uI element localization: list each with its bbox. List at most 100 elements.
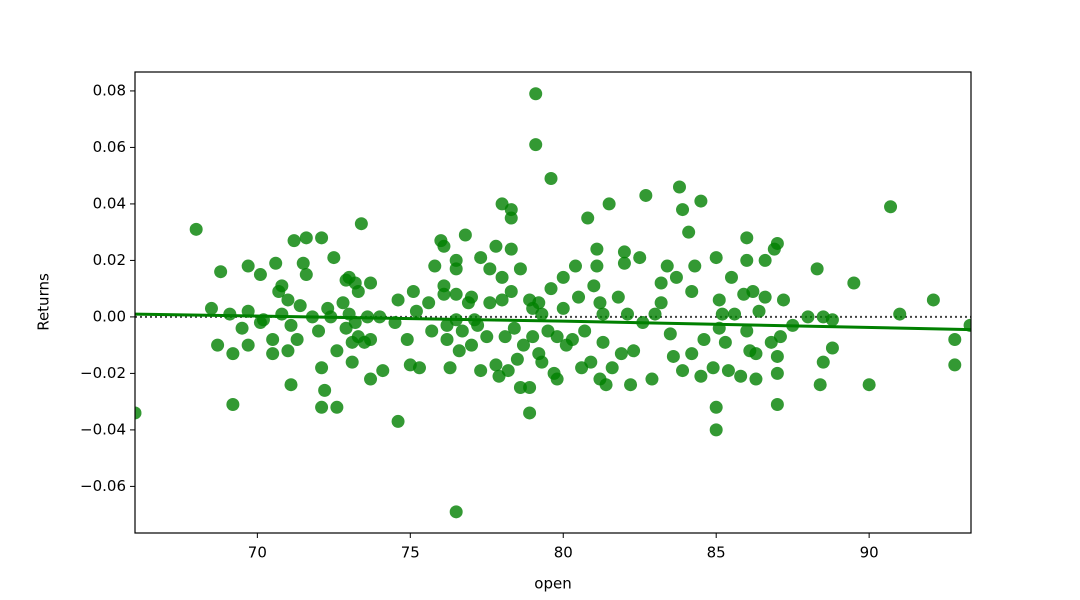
point [480, 330, 494, 344]
point [685, 347, 699, 361]
point [535, 307, 549, 321]
point [495, 293, 509, 307]
point [348, 316, 362, 330]
point [226, 347, 240, 361]
point [364, 372, 378, 386]
point [535, 355, 549, 369]
point [617, 256, 631, 270]
point [617, 245, 631, 259]
y-tick-label: 0.00 [93, 307, 126, 325]
point [391, 414, 405, 428]
point [688, 259, 702, 273]
point [507, 321, 521, 335]
y-tick-label: −0.06 [80, 477, 126, 495]
point [740, 253, 754, 267]
point [510, 352, 524, 366]
point [813, 378, 827, 392]
point [354, 217, 368, 231]
point [253, 268, 267, 282]
point [770, 349, 784, 363]
regression-line [135, 312, 971, 332]
y-tick-label: −0.02 [80, 364, 126, 382]
point [483, 262, 497, 276]
point [241, 259, 255, 273]
point [746, 284, 760, 298]
point [596, 335, 610, 349]
point [624, 378, 638, 392]
point [529, 138, 543, 152]
point [351, 284, 365, 298]
point [749, 347, 763, 361]
point [712, 293, 726, 307]
point [611, 290, 625, 304]
point [740, 231, 754, 245]
point [605, 361, 619, 375]
point [449, 505, 463, 519]
point [327, 251, 341, 265]
point [495, 270, 509, 284]
point [204, 301, 218, 315]
point [464, 290, 478, 304]
point [437, 287, 451, 301]
point [770, 236, 784, 250]
point [587, 279, 601, 293]
point [529, 87, 543, 101]
point [474, 251, 488, 265]
point [593, 296, 607, 310]
point [281, 344, 295, 358]
point [489, 358, 503, 372]
point [660, 259, 674, 273]
point [709, 400, 723, 414]
point [281, 293, 295, 307]
point [290, 333, 304, 347]
point [926, 293, 940, 307]
point [523, 406, 537, 420]
point [614, 347, 628, 361]
point [214, 265, 228, 279]
point [428, 259, 442, 273]
point [734, 369, 748, 383]
point [590, 242, 604, 256]
point [449, 287, 463, 301]
point [568, 259, 582, 273]
point [676, 203, 690, 217]
point [550, 372, 564, 386]
point [526, 330, 540, 344]
x-tick-label: 90 [860, 544, 879, 562]
y-axis-label: Returns [35, 273, 53, 331]
point [211, 338, 225, 352]
plot-area [135, 87, 971, 519]
point [694, 194, 708, 208]
point [315, 361, 329, 375]
point [584, 355, 598, 369]
point [596, 307, 610, 321]
point [532, 296, 546, 310]
point [645, 372, 659, 386]
point [572, 290, 586, 304]
point [749, 372, 763, 386]
point [287, 234, 301, 248]
point [452, 344, 466, 358]
point [266, 333, 280, 347]
point [709, 423, 723, 437]
point [523, 381, 537, 395]
point [376, 364, 390, 378]
point [437, 239, 451, 253]
point [862, 378, 876, 392]
point [275, 307, 289, 321]
x-tick-label: 85 [707, 544, 726, 562]
point [315, 400, 329, 414]
point [443, 361, 457, 375]
point [513, 262, 527, 276]
point [189, 222, 203, 236]
point [330, 400, 344, 414]
point [578, 324, 592, 338]
point [666, 349, 680, 363]
point [513, 381, 527, 395]
point [458, 228, 472, 242]
point [776, 293, 790, 307]
point [581, 211, 595, 225]
point [801, 310, 815, 324]
point [391, 293, 405, 307]
point [471, 318, 485, 332]
